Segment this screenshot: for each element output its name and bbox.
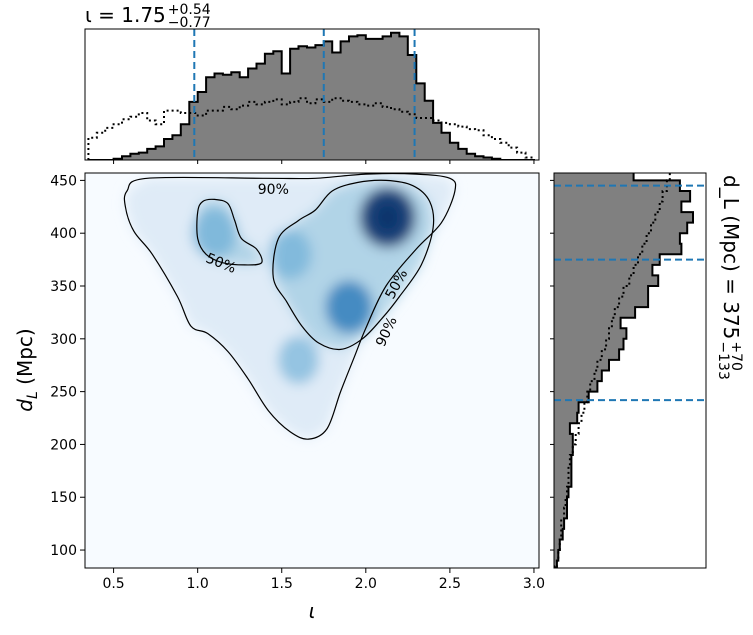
contour-90pct [123, 173, 457, 440]
right-marginal-panel: d_L (Mpc) = 375+70−133 [550, 172, 744, 569]
heat-peak [191, 207, 237, 259]
top-frame [84, 28, 540, 161]
top-prior-line [87, 97, 535, 160]
top-title: ι = 1.75 +0.54 −0.77 [85, 2, 211, 31]
y-tick-label: 350 [50, 279, 77, 295]
contour-50pct [196, 198, 263, 266]
right-title: d_L (Mpc) = 375+70−133 [715, 175, 744, 380]
credible-contours [123, 173, 457, 440]
y-tick-label: 450 [50, 173, 77, 189]
x-tick-label: 3.0 [523, 576, 545, 592]
y-tick-label: 250 [50, 385, 77, 401]
y-tick-label: 400 [50, 226, 77, 242]
top-posterior-outline [88, 31, 534, 160]
heat-peak [377, 205, 398, 230]
top-histogram [87, 31, 535, 160]
top-posterior-fill [88, 32, 534, 160]
heat-peak [268, 229, 312, 280]
right-histogram [554, 173, 694, 568]
right-y-ticks [550, 179, 554, 551]
right-posterior-fill [554, 173, 693, 568]
joint-frame [84, 172, 540, 569]
heat-peak [325, 280, 373, 334]
x-tick-label: 2.0 [355, 576, 377, 592]
top-x-ticks [113, 160, 535, 164]
x-axis-label: ι [309, 599, 316, 623]
y-tick-label: 300 [50, 332, 77, 348]
x-tick-label: 1.5 [271, 576, 293, 592]
x-tick-label: 0.5 [102, 576, 124, 592]
x-axis-ticks: 0.5 1.0 1.5 2.0 2.5 3.0 [102, 568, 545, 592]
contour-label-group: 90% [258, 182, 289, 198]
y-tick-label: 200 [50, 437, 77, 453]
top-marginal-panel: ι = 1.75 +0.54 −0.77 [84, 2, 540, 164]
right-prior-line [554, 173, 671, 568]
contour-50pct [272, 179, 435, 351]
right-quantile-lines [554, 184, 706, 402]
right-frame [553, 172, 707, 569]
x-tick-label: 1.0 [187, 576, 209, 592]
heat-peak [278, 335, 320, 384]
y-axis-label: dL (Mpc) [13, 328, 41, 411]
y-tick-label: 150 [50, 490, 77, 506]
x-tick-label: 2.5 [439, 576, 461, 592]
right-posterior-outline [554, 173, 694, 568]
contour-label: 90% [258, 182, 289, 198]
y-axis-ticks: 100 150 200 250 300 350 400 450 [50, 173, 85, 559]
joint-panel: 90%50%50%90% 0.5 1.0 1.5 2.0 2.5 3.0 10015020… [13, 172, 545, 623]
y-tick-label: 100 [50, 543, 77, 559]
